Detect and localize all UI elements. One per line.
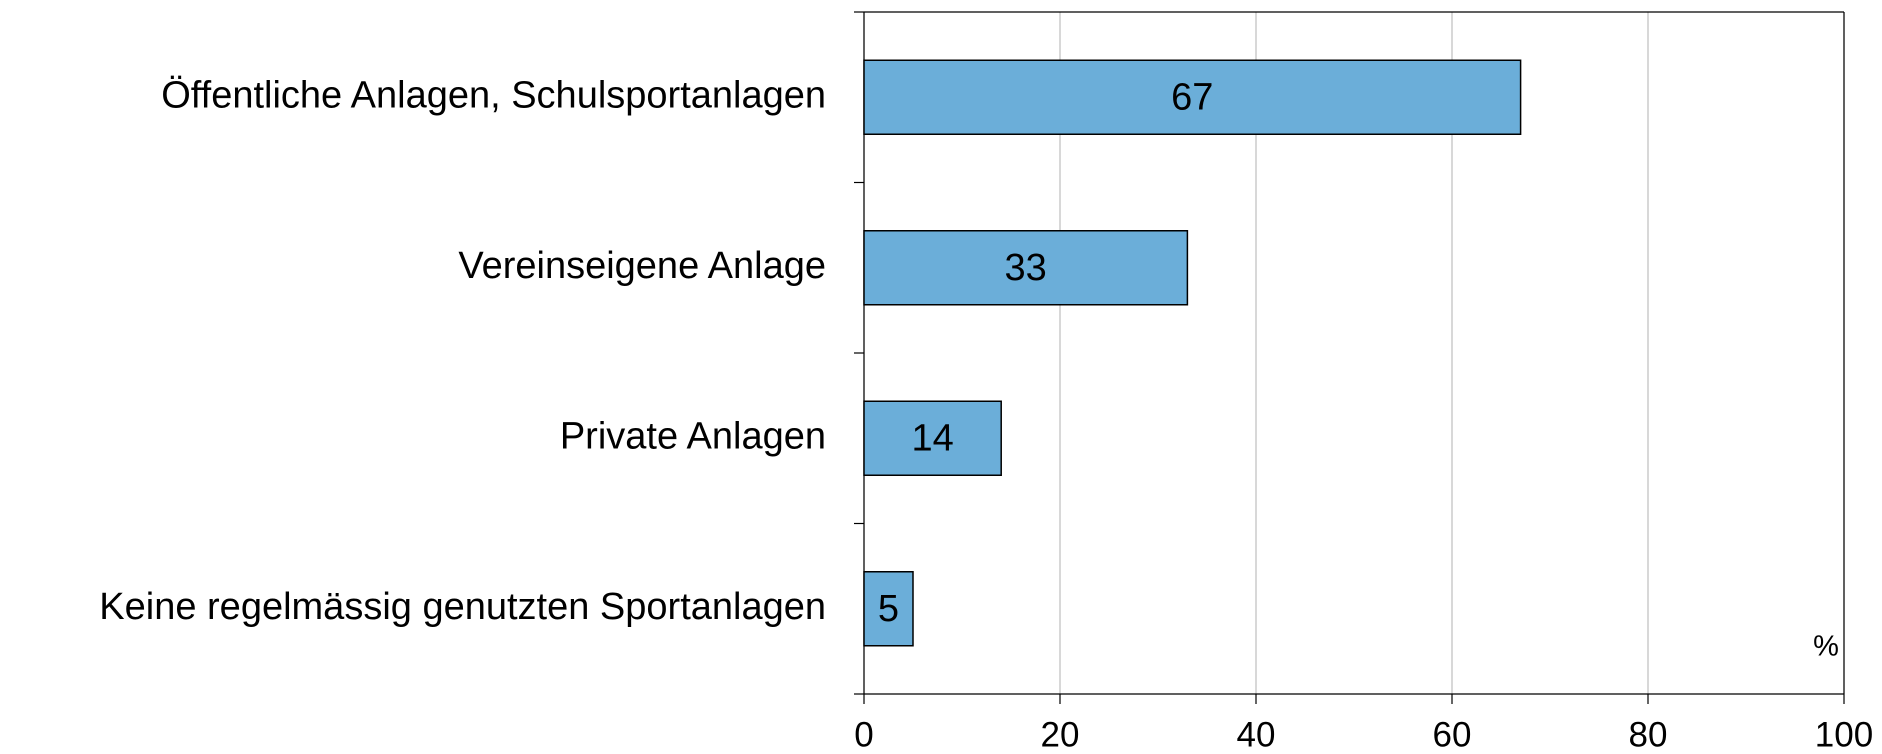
bar bbox=[863, 400, 1002, 476]
data-label: 33 bbox=[1005, 247, 1047, 289]
data-label: 14 bbox=[911, 417, 953, 459]
bar bbox=[863, 230, 1189, 306]
x-tick-label: 40 bbox=[1237, 715, 1276, 754]
x-tick-label: 100 bbox=[1815, 715, 1873, 754]
x-tick-label: 60 bbox=[1433, 715, 1472, 754]
data-label: 67 bbox=[1171, 76, 1213, 118]
y-tick-label: Private Anlagen bbox=[560, 415, 826, 457]
y-tick-label: Keine regelmässig genutzten Sportanlagen bbox=[99, 586, 826, 628]
bar bbox=[863, 59, 1522, 135]
bar bbox=[863, 571, 914, 647]
y-tick-label: Vereinseigene Anlage bbox=[458, 245, 826, 287]
unit-annotation: % bbox=[1813, 631, 1839, 663]
x-tick-label: 80 bbox=[1629, 715, 1668, 754]
data-label: 5 bbox=[878, 588, 899, 630]
x-tick-label: 0 bbox=[854, 715, 873, 754]
y-tick-label: Öffentliche Anlagen, Schulsportanlagen bbox=[161, 74, 826, 116]
x-tick-label: 20 bbox=[1041, 715, 1080, 754]
